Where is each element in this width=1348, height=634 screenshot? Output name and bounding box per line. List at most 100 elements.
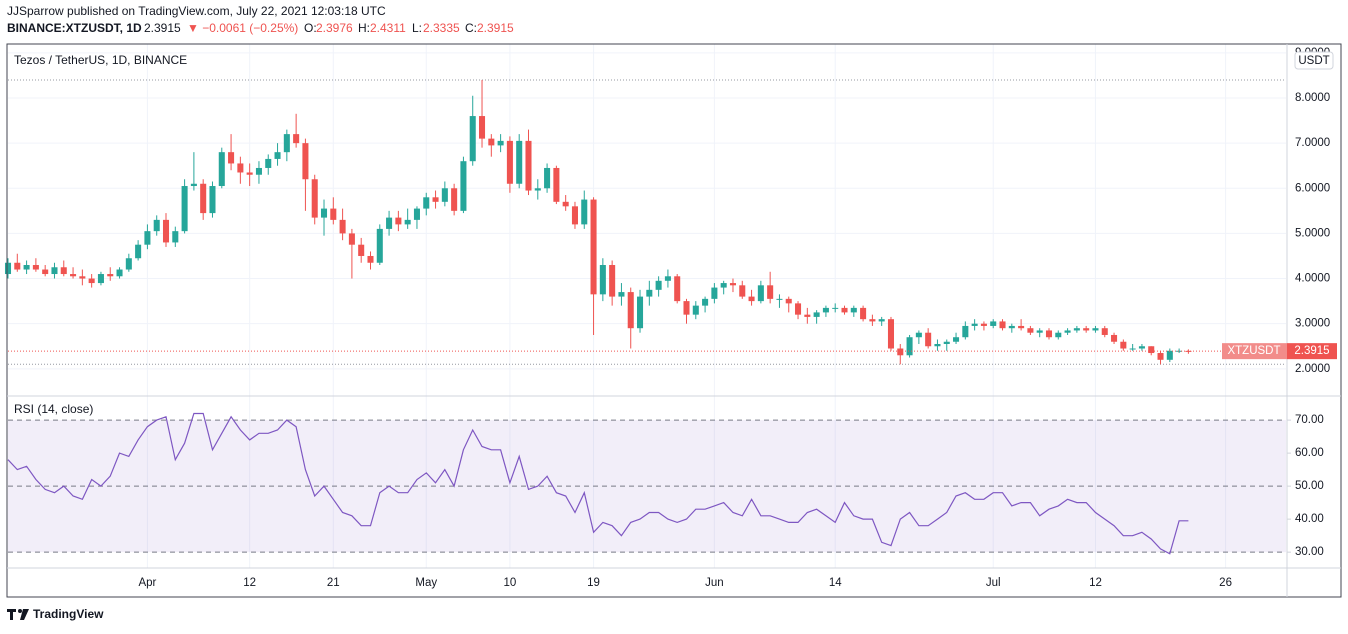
candle-body <box>739 285 746 297</box>
logo-icon <box>10 609 13 620</box>
y-tick-label: 8.0000 <box>1295 92 1330 104</box>
candle-body <box>832 307 839 309</box>
candle-body <box>1018 325 1025 329</box>
candle-body <box>887 319 895 349</box>
candle-body <box>330 208 337 220</box>
candle-body <box>646 289 653 297</box>
c-label: C: <box>465 21 477 35</box>
candle-body <box>125 258 132 270</box>
candle-body <box>692 305 699 315</box>
y-tick-label: 3.0000 <box>1295 318 1330 330</box>
candle-body <box>757 285 764 302</box>
candle-body <box>553 167 560 202</box>
candle-body <box>404 219 411 225</box>
candle-body <box>571 206 578 225</box>
candle-body <box>88 278 95 284</box>
candle-body <box>525 140 532 191</box>
candle-body <box>544 167 551 189</box>
candle-body <box>683 301 690 315</box>
x-tick-label: May <box>415 577 437 589</box>
candle-body <box>1185 350 1192 352</box>
candle-body <box>729 283 736 286</box>
candle-body <box>999 321 1006 329</box>
candle-body <box>609 265 616 297</box>
candle-body <box>358 244 365 256</box>
publish-line: JJSparrow published on TradingView.com, … <box>7 4 386 18</box>
candle-body <box>135 244 142 259</box>
symbol: BINANCE:XTZUSDT, 1D <box>7 21 142 35</box>
o-label: O: <box>304 21 317 35</box>
y-tick-label: 6.0000 <box>1295 182 1330 194</box>
candle-body <box>1083 328 1090 331</box>
x-tick-label: Jul <box>986 577 1001 589</box>
h-value: 2.4311 <box>370 21 406 35</box>
candle-body <box>79 276 86 279</box>
candle-body <box>181 186 188 232</box>
candle-body <box>1101 328 1108 335</box>
plot-area: Apr 12 21 May 10 19 Jun 14 Jul 12 26 2.0000 3.0000 4.… <box>4 44 1330 589</box>
change: ▼ −0.0061 (−0.25%) <box>187 21 298 35</box>
x-tick-label: 10 <box>504 577 517 589</box>
logo-icon <box>18 609 22 613</box>
unit: USDT <box>1298 55 1329 67</box>
candle-body <box>1111 334 1118 342</box>
candle-body <box>265 158 272 168</box>
candle-body <box>655 280 662 290</box>
candle-body <box>915 332 922 338</box>
candle-body <box>14 262 21 270</box>
candle-body <box>51 267 58 275</box>
candle-body <box>627 292 634 329</box>
candle-body <box>618 292 625 297</box>
y-tick-label: 2.0000 <box>1295 363 1330 375</box>
candle-body <box>488 138 495 146</box>
candle-body <box>925 332 932 347</box>
candle-body <box>1064 330 1071 333</box>
candle-body <box>4 262 12 275</box>
symbol-label-box <box>1222 343 1287 360</box>
candle-body <box>311 179 318 218</box>
candle-body <box>1045 330 1053 338</box>
x-tick-label: 19 <box>587 577 600 589</box>
x-tick-label: 21 <box>327 577 340 589</box>
candle-body <box>897 348 904 356</box>
candle-body <box>702 298 709 306</box>
candle-body <box>711 287 718 299</box>
symbol-label: XTZUSDT <box>1227 345 1280 357</box>
candle-body <box>339 219 346 234</box>
candle-body <box>971 323 978 326</box>
x-tick-label: 12 <box>243 577 256 589</box>
rsi-title: RSI (14, close) <box>14 402 93 416</box>
candle-body <box>423 197 430 209</box>
candle-body <box>534 188 541 191</box>
candle-body <box>116 269 123 277</box>
candle-body <box>506 140 513 184</box>
candle-body <box>1036 330 1043 333</box>
candle-body <box>637 296 644 329</box>
y-tick-label: 50.00 <box>1295 480 1324 492</box>
candle-body <box>990 321 997 326</box>
chart-title: Tezos / TetherUS, 1D, BINANCE <box>14 53 187 67</box>
x-tick-label: 12 <box>1089 577 1102 589</box>
candle-body <box>32 265 39 270</box>
last-price: 2.3915 <box>144 21 181 35</box>
candle-body <box>748 296 755 302</box>
y-tick-label: 60.00 <box>1295 447 1324 459</box>
candle-body <box>934 343 941 347</box>
candle-body <box>1055 332 1062 338</box>
candle-body <box>469 116 476 162</box>
candle-body <box>943 341 950 344</box>
candle-body <box>767 285 774 299</box>
x-tick-label: Jun <box>705 577 724 589</box>
candle-body <box>664 276 671 281</box>
candle-body <box>386 217 393 229</box>
candle-body <box>980 323 987 326</box>
y-tick-label: 7.0000 <box>1295 137 1330 149</box>
candle-body <box>348 233 355 245</box>
y-tick-label: 4.0000 <box>1295 273 1330 285</box>
candle-body <box>237 163 244 173</box>
candle-body <box>441 188 448 202</box>
candle-body <box>822 307 829 313</box>
candle-body <box>599 265 606 295</box>
candle-body <box>785 298 792 304</box>
